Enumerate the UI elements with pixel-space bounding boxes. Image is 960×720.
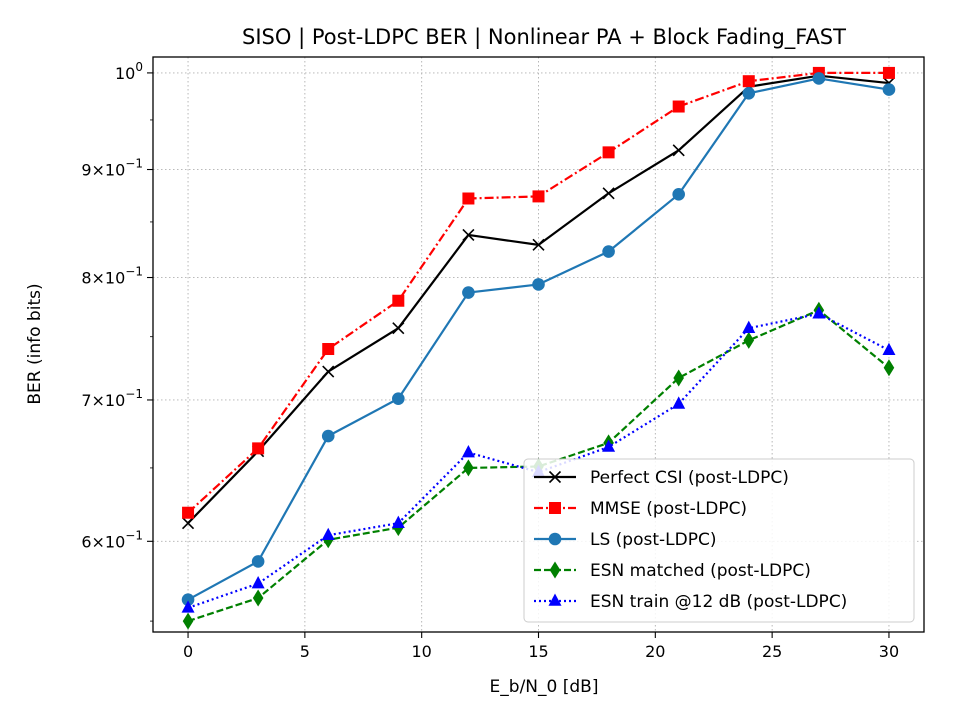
data-point [251, 555, 265, 568]
marker-stroke [548, 470, 562, 484]
y-tick-label: 6×10−1 [81, 528, 143, 551]
data-point [181, 600, 195, 613]
data-point [252, 442, 265, 455]
y-axis-label: BER (info bits) [25, 283, 45, 404]
series-ls-post-ldpc [181, 72, 896, 606]
chart-title: SISO | Post-LDPC BER | Nonlinear PA + Bl… [242, 25, 846, 50]
data-point [322, 365, 335, 378]
data-point [882, 342, 896, 356]
data-point [672, 396, 686, 409]
y-tick-label: 7×10−1 [81, 387, 143, 410]
data-point [462, 192, 475, 205]
data-point [251, 576, 265, 589]
data-point [742, 320, 756, 333]
data-point [461, 445, 475, 458]
data-point [392, 392, 405, 405]
data-point [743, 331, 755, 349]
legend-marker [549, 502, 561, 514]
data-point [602, 439, 616, 452]
data-point [462, 228, 475, 242]
marker-stroke [672, 144, 685, 157]
y-tick-label: 9×10−1 [81, 157, 143, 180]
data-point [672, 188, 685, 201]
marker-stroke [602, 187, 615, 200]
data-point [463, 459, 474, 477]
legend-label: MMSE (post-LDPC) [590, 499, 747, 519]
marker-stroke [322, 365, 335, 378]
y-tick-label: 100 [115, 60, 143, 83]
data-point [883, 359, 895, 377]
data-point [602, 245, 615, 258]
data-point [672, 100, 685, 113]
data-point [392, 294, 405, 307]
data-point [322, 343, 335, 356]
series-line-esn-train-12-db-post-ldpc [187, 312, 890, 609]
data-point [673, 369, 684, 387]
legend-item: ESN matched (post-LDPC) [534, 561, 811, 581]
legend-marker [548, 593, 562, 606]
data-point [882, 66, 895, 79]
x-tick-label: 5 [300, 642, 310, 661]
data-point [321, 429, 335, 443]
data-point [812, 72, 826, 85]
x-tick-label: 10 [412, 642, 432, 661]
data-point [672, 144, 685, 157]
series-line-esn-matched-post-ldpc [187, 309, 890, 623]
marker-stroke [532, 238, 545, 251]
data-point [462, 286, 475, 299]
data-point [321, 527, 335, 541]
legend-label: ESN train @12 dB (post-LDPC) [590, 592, 847, 612]
x-tick-label: 15 [528, 642, 548, 661]
x-tick-label: 25 [762, 642, 782, 661]
data-point [882, 83, 896, 96]
data-point [812, 306, 826, 319]
data-point [391, 515, 405, 528]
y-tick-label: 8×10−1 [81, 265, 143, 288]
legend-label: LS (post-LDPC) [590, 530, 716, 550]
data-point [532, 190, 545, 203]
x-axis-label: E_b/N_0 [dB] [490, 677, 599, 697]
data-point [742, 75, 755, 88]
legend-item: Perfect CSI (post-LDPC) [534, 468, 789, 488]
legend-marker [548, 470, 562, 484]
data-point [602, 187, 615, 200]
legend-label: Perfect CSI (post-LDPC) [590, 468, 789, 488]
legend-item: LS (post-LDPC) [534, 530, 716, 550]
data-point [392, 322, 405, 335]
series-esn-train-12-db-post-ldpc [181, 306, 896, 613]
x-tick-label: 30 [879, 642, 899, 661]
legend-marker [549, 561, 561, 579]
data-point [532, 278, 545, 291]
series-mmse-post-ldpc [182, 66, 895, 519]
legend: Perfect CSI (post-LDPC) MMSE (post-LDPC) L… [523, 458, 915, 623]
data-point [181, 517, 195, 530]
legend-marker [548, 532, 562, 546]
marker-stroke [392, 322, 405, 335]
marker-stroke [181, 517, 195, 530]
marker-stroke [462, 228, 475, 242]
data-point [252, 589, 264, 607]
data-point [181, 593, 195, 606]
data-point [182, 612, 194, 630]
axis-ticks: 0 5 10 15 20 25 30 6×10−1 7×10−1 8×10−1 9×10−1 100 [81, 60, 899, 661]
data-point [742, 87, 756, 100]
x-tick-label: 0 [183, 642, 193, 661]
series-layer [181, 66, 896, 630]
legend-label: ESN matched (post-LDPC) [590, 561, 811, 581]
data-point [182, 506, 195, 519]
data-point [602, 146, 615, 159]
legend-item: ESN train @12 dB (post-LDPC) [534, 592, 847, 612]
data-point [532, 238, 545, 251]
legend-box [523, 458, 915, 623]
x-tick-label: 20 [645, 642, 665, 661]
legend-item: MMSE (post-LDPC) [534, 499, 747, 519]
